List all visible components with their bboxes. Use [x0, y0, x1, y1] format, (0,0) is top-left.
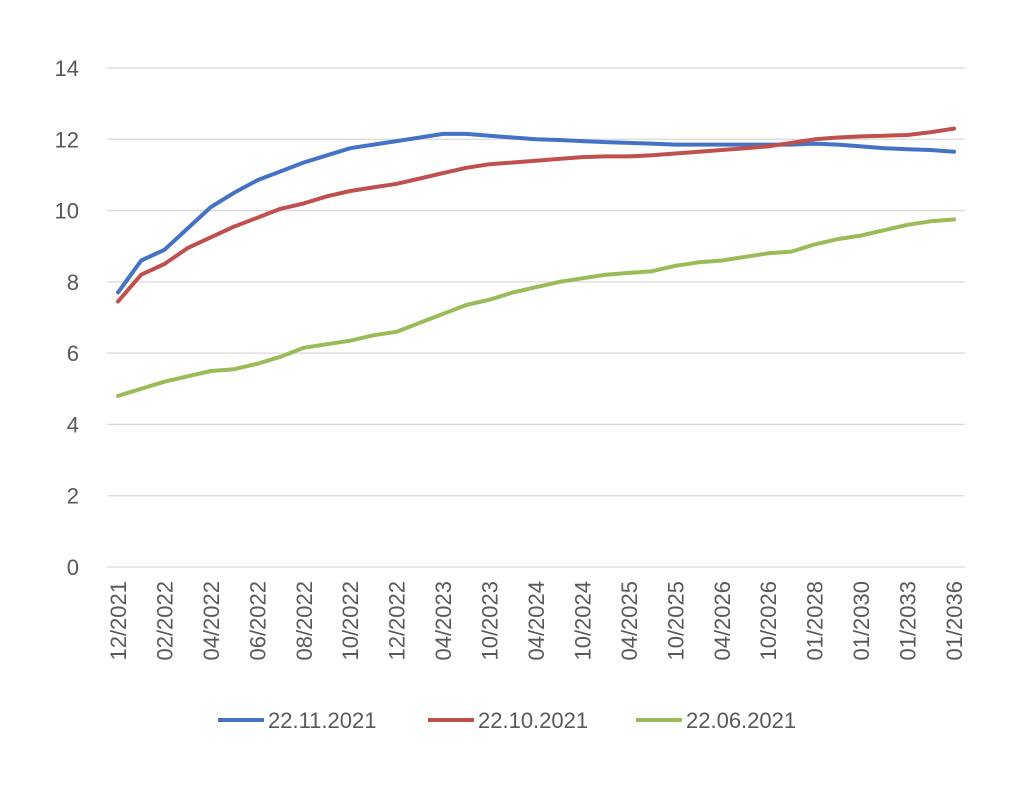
y-tick-label: 8 — [67, 270, 79, 295]
y-axis: 0 2 4 6 8 10 12 14 — [55, 56, 79, 580]
y-tick-label: 4 — [67, 412, 79, 437]
x-tick-label: 06/2022 — [245, 581, 270, 661]
x-tick-label: 04/2022 — [199, 581, 224, 661]
x-tick-label: 04/2026 — [710, 581, 735, 661]
x-tick-label: 10/2022 — [338, 581, 363, 661]
y-tick-label: 14 — [55, 56, 79, 81]
series-line-2 — [116, 126, 956, 304]
y-tick-label: 10 — [55, 199, 79, 224]
legend-item: 22.11.2021 — [218, 708, 376, 733]
y-tick-label: 0 — [67, 555, 79, 580]
legend-label: 22.06.2021 — [686, 708, 796, 733]
x-tick-label: 01/2036 — [942, 581, 967, 661]
x-tick-label: 04/2024 — [524, 581, 549, 661]
legend-item: 22.06.2021 — [636, 708, 796, 733]
x-tick-label: 01/2030 — [849, 581, 874, 661]
x-tick-label: 08/2022 — [292, 581, 317, 661]
y-tick-label: 2 — [67, 484, 79, 509]
x-tick-label: 12/2022 — [385, 581, 410, 661]
x-tick-label: 01/2028 — [803, 581, 828, 661]
y-tick-label: 12 — [55, 127, 79, 152]
y-tick-label: 6 — [67, 341, 79, 366]
x-tick-label: 04/2023 — [431, 581, 456, 661]
legend-label: 22.11.2021 — [268, 708, 376, 733]
series-lines — [116, 126, 956, 398]
x-tick-label: 10/2024 — [570, 581, 595, 661]
x-tick-label: 10/2026 — [756, 581, 781, 661]
series-line-3 — [116, 217, 956, 398]
x-tick-label: 12/2021 — [106, 581, 131, 661]
x-tick-label: 02/2022 — [152, 581, 177, 661]
gridlines — [107, 67, 965, 568]
legend-item: 22.10.2021 — [428, 708, 588, 733]
x-axis: 12/2021 02/2022 04/2022 06/2022 08/2022 10/20… — [106, 581, 967, 661]
series-line-1 — [116, 131, 956, 295]
x-tick-label: 01/2033 — [896, 581, 921, 661]
x-tick-label: 10/2025 — [663, 581, 688, 661]
x-tick-label: 04/2025 — [617, 581, 642, 661]
legend-label: 22.10.2021 — [478, 708, 588, 733]
x-tick-label: 10/2023 — [478, 581, 503, 661]
legend: 22.11.2021 22.10.2021 22.06.2021 — [218, 708, 796, 733]
